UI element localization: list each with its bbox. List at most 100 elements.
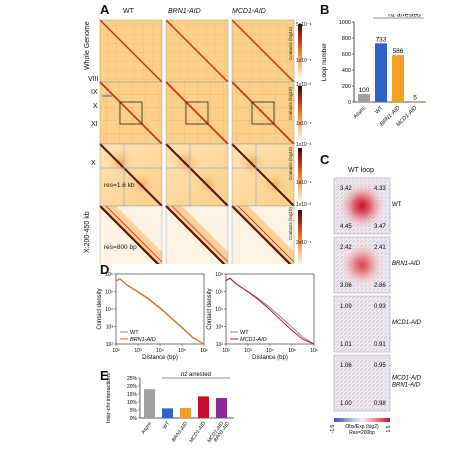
a-heatmap-r1-c2: [165, 19, 229, 83]
a-row-label-whole-genome: Whole Genome: [84, 21, 91, 70]
c-apa-row-3: 1.09 0.93 1.01 0.91 MCD1-AID: [333, 295, 422, 353]
c-apa-value: 0.98: [374, 401, 386, 407]
a-heatmap-r3-c2: [165, 143, 229, 207]
c-apa-row-1: 3.42 4.33 4.45 3.47 WT: [333, 177, 402, 235]
c-apa-value: 3.47: [374, 224, 386, 230]
d-y-tick-label: 10⁵: [105, 290, 113, 296]
b-category-label: WT: [374, 105, 385, 116]
c-row-label: BRN1-AID: [392, 383, 421, 389]
c-apa-row-2: 2.42 2.41 3.06 2.86 BRN1-AID: [333, 236, 421, 294]
a-res-note-row3: res=1.6 kb: [104, 182, 135, 189]
c-colorbar-caption: Obs/Exp (log2): [345, 424, 379, 430]
e-y-tick-label: 15%: [127, 392, 138, 398]
a-scale-top-2: 1x10⁻²: [296, 82, 312, 88]
a-scale-top-3: 1x10⁻²: [296, 142, 312, 148]
c-apa-value: 3.42: [340, 186, 352, 192]
b-y-tick-label: 600: [342, 52, 351, 58]
panel-a-letter: A: [100, 2, 110, 17]
e-y-tick-label: 0%: [130, 416, 138, 422]
e-bar-3: [180, 407, 191, 418]
d-y-tick-label: 10²: [216, 342, 224, 348]
d-y-tick-label: 10²: [106, 342, 114, 348]
a-scale-top-4: 1x10⁻²: [296, 202, 312, 208]
a-heatmap-r4-c3: [231, 205, 295, 264]
e-group-label: nz arrested: [181, 372, 211, 378]
d-x-axis-label: Distance (bp): [252, 355, 288, 361]
c-apa-value: 1.00: [340, 401, 352, 407]
panel-c-apa: 3.42 4.33 4.45 3.47 WT 2.42 2.41 3.06 2.86 BRN1-A…: [330, 177, 422, 436]
c-title: WT loop: [348, 167, 374, 174]
b-bar-value-label: 5: [413, 95, 417, 102]
d-series-line-2: [115, 278, 205, 345]
panel-b-letter: B: [320, 2, 330, 17]
b-y-tick-label: 200: [342, 84, 351, 90]
c-apa-value: 0.93: [374, 304, 386, 310]
b-y-tick-label: 1000: [339, 20, 351, 26]
e-y-tick-label: 10%: [127, 400, 138, 406]
a-scale-bar-4: [298, 210, 302, 264]
a-heatmap-r3-c3: [231, 143, 295, 207]
c-apa-value: 0.91: [374, 342, 386, 348]
c-apa-value: 2.86: [374, 283, 386, 289]
d-x-tick-label: 10²: [112, 348, 120, 354]
c-row-label: WT: [392, 202, 402, 208]
b-bar-brn1-aid: [392, 55, 404, 102]
a-heatmap-r4-c2: [165, 205, 229, 264]
c-apa-value: 1.06: [340, 363, 352, 369]
a-row-label-region: X:200-450 kb: [84, 211, 91, 253]
panel-b-bar-chart: 0 200 400 600 800 1000 Loop number nz arrested 1…: [321, 14, 426, 128]
d-x-tick-label: 10⁶: [310, 348, 318, 354]
c-colorbar: [334, 418, 390, 422]
d-x-axis-label: Distance (bp): [142, 355, 178, 361]
c-row-label: BRN1-AID: [392, 261, 421, 267]
d-x-tick-label: 10⁶: [200, 348, 208, 354]
c-colorbar-min: -1.5: [330, 424, 336, 433]
d-legend-label: BRN1-AID: [130, 337, 156, 343]
d-y-tick-label: 10⁶: [215, 272, 223, 278]
d-y-tick-label: 10⁴: [105, 307, 113, 313]
d-x-tick-label: 10⁵: [288, 348, 296, 354]
a-scale-caption-2: Contacts (log10): [288, 86, 293, 120]
panel-c-letter: C: [320, 152, 330, 167]
c-row-label: MCD1-AID: [392, 320, 422, 326]
c-colorbar-res: Res=200bp: [349, 430, 375, 436]
b-bar-value-label: 100: [359, 87, 370, 94]
a-col-label-mcd1: MCD1-AID: [232, 8, 266, 15]
d-y-tick-label: 10³: [106, 325, 114, 331]
b-y-tick-label: 800: [342, 36, 351, 42]
d-y-tick-label: 10⁵: [215, 290, 223, 296]
a-heatmap-r2-c1: [99, 81, 163, 145]
b-y-axis-label: Loop number: [321, 42, 328, 81]
a-heatmap-r1-c3: [231, 19, 295, 83]
d-x-tick-label: 10⁴: [156, 348, 164, 354]
a-scale-bottom-2: 1x10⁻⁴: [296, 121, 312, 127]
panel-e-bar-chart: 0% 5% 10% 15% 20% 25% Inter-chr interactions nz…: [106, 372, 234, 444]
b-group-label: nz arrested: [388, 14, 421, 19]
a-row-tick-viii: VIII: [88, 76, 99, 83]
a-res-note-row4: res=800 bp: [104, 244, 137, 251]
c-apa-value: 2.41: [374, 245, 386, 251]
c-row-label: MCD1-AID: [392, 376, 422, 382]
d-x-tick-label: 10³: [134, 348, 142, 354]
a-scale-caption-3: Contacts (log10): [288, 146, 293, 180]
d-legend-label: MCD1-AID: [240, 337, 267, 343]
a-row-tick-x: X: [93, 103, 98, 110]
b-bar-value-label: 733: [376, 36, 387, 43]
b-bar-value-label: 586: [393, 48, 404, 55]
d-series-line-2: [225, 277, 315, 345]
panel-e-letter: E: [100, 368, 109, 383]
b-bar-wt: [375, 43, 387, 102]
e-category-label: BRN1-AID: [171, 420, 190, 443]
e-bar-1: [144, 389, 155, 418]
e-category-label: WT: [162, 421, 171, 431]
c-apa-value: 4.45: [340, 224, 352, 230]
a-row-label-chr-x: X: [91, 160, 96, 167]
panel-d-letter: D: [100, 262, 110, 277]
e-y-tick-label: 25%: [127, 376, 138, 382]
c-apa-value: 0.95: [374, 363, 386, 369]
d-x-tick-label: 10⁴: [266, 348, 274, 354]
e-category-label: Async: [140, 420, 153, 435]
a-row-tick-xi: XI: [91, 121, 98, 128]
a-col-label-brn1: BRN1-AID: [168, 8, 201, 15]
